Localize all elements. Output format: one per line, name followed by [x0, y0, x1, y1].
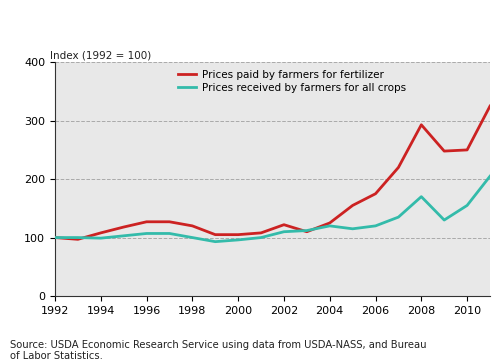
Legend: Prices paid by farmers for fertilizer, Prices received by farmers for all crops: Prices paid by farmers for fertilizer, P…	[178, 70, 406, 93]
Text: Index (1992 = 100): Index (1992 = 100)	[50, 50, 151, 61]
Text: Prices paid by farmers for fertilizer and prices received for all crops,: Prices paid by farmers for fertilizer an…	[10, 15, 492, 28]
Text: Source: USDA Economic Research Service using data from USDA-NASS, and Bureau
of : Source: USDA Economic Research Service u…	[10, 339, 426, 361]
Text: 1992-2011: 1992-2011	[10, 40, 85, 53]
